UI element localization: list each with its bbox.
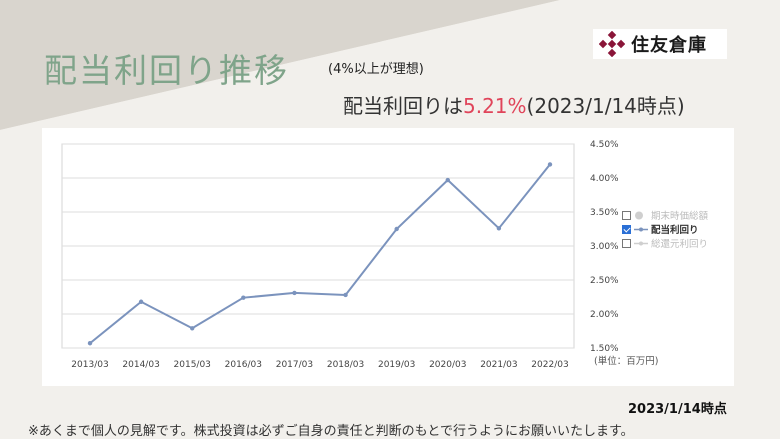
grid-lines xyxy=(62,143,574,349)
legend-item-market-cap[interactable]: 期末時価総額 xyxy=(622,208,708,222)
x-tick-label: 2021/03 xyxy=(480,360,517,370)
data-point xyxy=(343,292,348,298)
headline-suffix: (2023/1/14時点) xyxy=(526,94,685,118)
headline-value: 5.21% xyxy=(463,94,527,118)
line-marker-icon xyxy=(634,227,648,231)
x-axis-labels: 2013/03 2014/03 2015/03 2016/03 2017/03 2018/… xyxy=(71,360,568,370)
y-tick-label: 3.50% xyxy=(590,208,619,218)
data-point xyxy=(445,177,450,183)
y-tick-label: 2.50% xyxy=(590,276,619,286)
circle-marker-icon xyxy=(635,211,643,219)
data-point xyxy=(292,290,297,296)
x-tick-label: 2018/03 xyxy=(327,360,364,370)
as-of-date: 2023/1/14時点 xyxy=(628,402,727,417)
y-tick-label: 4.00% xyxy=(590,174,619,184)
yield-headline: 配当利回りは5.21%(2023/1/14時点) xyxy=(343,90,685,119)
legend-checkbox-total-return[interactable] xyxy=(622,238,631,248)
data-point xyxy=(547,162,553,167)
data-point xyxy=(87,341,93,346)
x-tick-label: 2015/03 xyxy=(174,360,211,370)
disclaimer: ※あくまで個人の見解です。株式投資は必ずご自身の責任と判断のもとで行うようにお願… xyxy=(28,424,634,439)
x-tick-label: 2019/03 xyxy=(378,360,415,370)
data-point xyxy=(496,226,502,231)
y-tick-label: 3.00% xyxy=(590,242,619,252)
x-tick-label: 2016/03 xyxy=(225,360,262,370)
data-point xyxy=(138,299,144,304)
line-chart: 4.50% 4.00% 3.50% 3.00% 2.50% 2.00% 1.50% 2013… xyxy=(61,140,619,370)
y-tick-label: 4.50% xyxy=(590,140,619,150)
x-tick-label: 2013/03 xyxy=(71,360,108,370)
logo-text: 住友倉庫 xyxy=(631,35,707,56)
legend-label-market-cap: 期末時価総額 xyxy=(651,211,709,222)
ideal-note: (4%以上が理想) xyxy=(328,62,424,77)
y-tick-label: 1.50% xyxy=(590,344,619,354)
x-tick-label: 2014/03 xyxy=(122,360,159,370)
series-layer xyxy=(87,162,553,346)
series-line xyxy=(89,163,551,345)
legend-item-total-return[interactable]: 総還元利回り xyxy=(622,236,708,250)
data-point xyxy=(190,326,195,331)
data-point xyxy=(241,295,246,300)
headline-prefix: 配当利回りは xyxy=(343,94,463,118)
x-tick-label: 2017/03 xyxy=(276,360,313,370)
unit-note: (単位：百万円) xyxy=(594,356,659,367)
legend-checkbox-market-cap[interactable] xyxy=(622,210,631,220)
y-axis-labels: 4.50% 4.00% 3.50% 3.00% 2.50% 2.00% 1.50% xyxy=(590,140,619,354)
legend-checkbox-dividend-yield[interactable] xyxy=(622,224,631,234)
line-marker-icon-faded xyxy=(634,241,648,245)
y-tick-label: 2.00% xyxy=(590,310,619,320)
x-tick-label: 2020/03 xyxy=(429,360,466,370)
slide-title: 配当利回り推移 xyxy=(44,51,289,90)
company-logo: 住友倉庫 xyxy=(593,29,727,59)
legend-item-dividend-yield[interactable]: 配当利回り xyxy=(622,222,708,236)
chart-panel: 4.50% 4.00% 3.50% 3.00% 2.50% 2.00% 1.50% 2013… xyxy=(42,128,734,386)
legend-label-dividend-yield: 配当利回り xyxy=(651,225,699,236)
data-point xyxy=(394,226,399,232)
legend-label-total-return: 総還元利回り xyxy=(651,239,709,250)
logo-mark-icon xyxy=(599,31,625,57)
x-tick-label: 2022/03 xyxy=(531,360,568,370)
chart-legend: 期末時価総額 配当利回り 総還元利回り xyxy=(622,208,708,250)
